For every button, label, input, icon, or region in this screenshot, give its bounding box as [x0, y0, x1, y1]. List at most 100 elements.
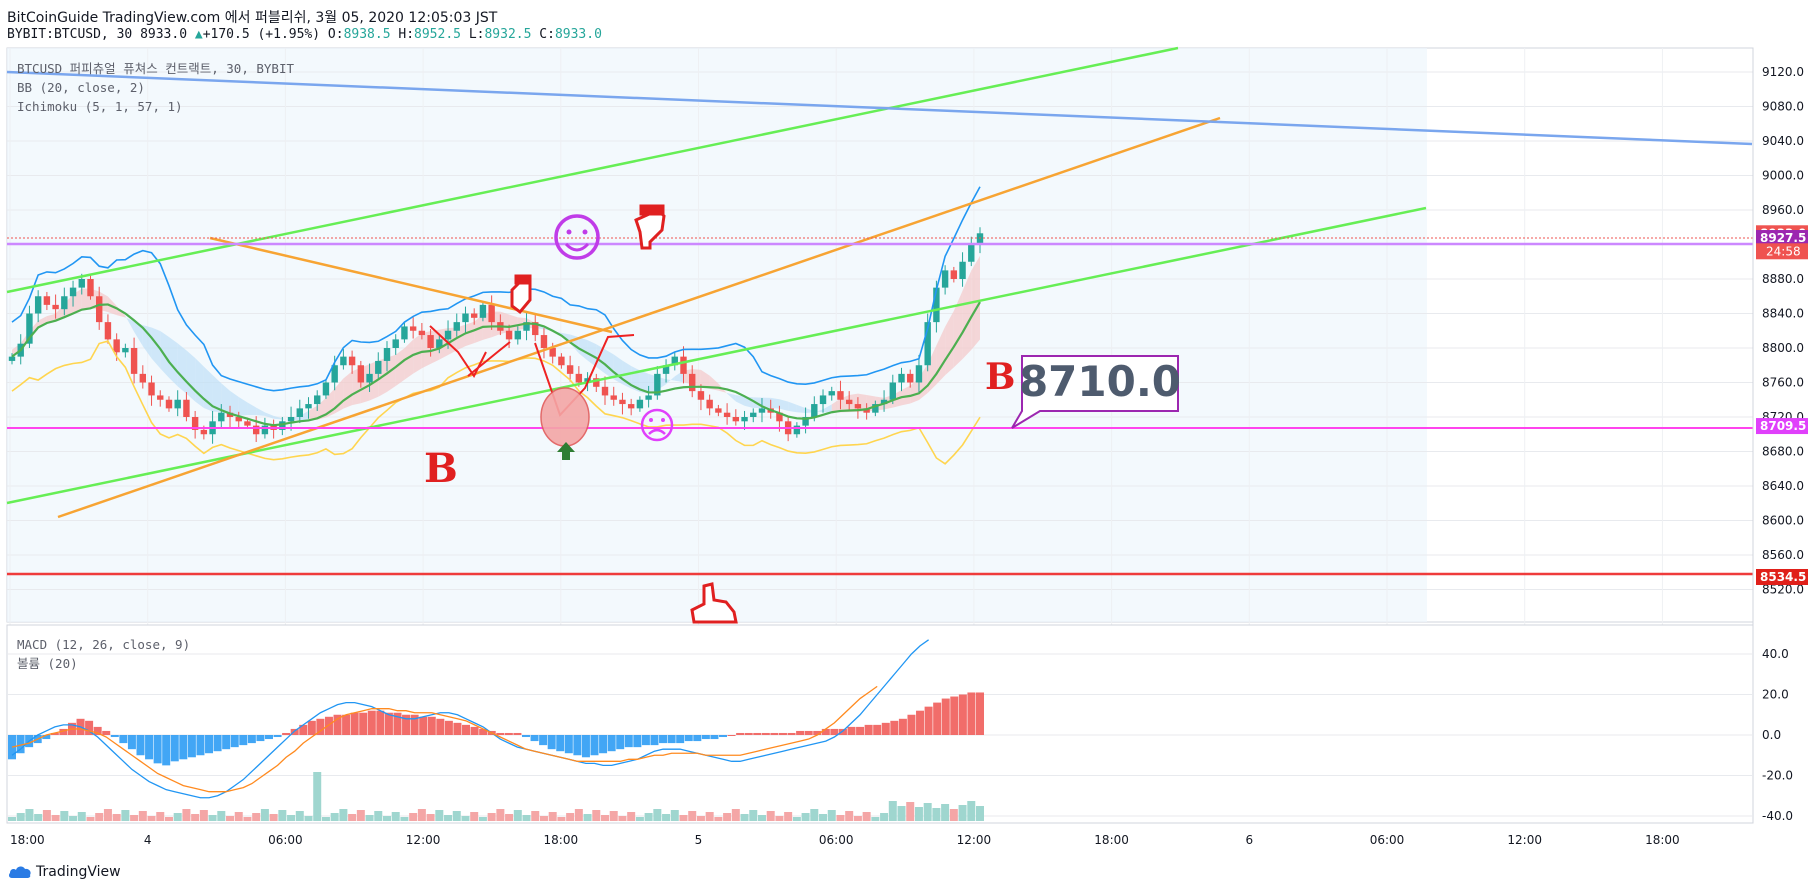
- price-tick: 8840.0: [1762, 307, 1804, 321]
- volume-bar: [888, 801, 897, 821]
- cloud-segment: [195, 357, 204, 408]
- volume-bar: [976, 806, 984, 821]
- letter-b-1: B: [424, 445, 458, 492]
- macd-hist-bar: [42, 735, 51, 740]
- volume-bar: [749, 810, 758, 821]
- macd-hist-bar: [247, 735, 256, 744]
- tradingview-logo[interactable]: TradingView: [8, 864, 121, 880]
- volume-bar: [60, 811, 69, 821]
- candle-body: [279, 421, 286, 430]
- volume-bar: [400, 817, 409, 821]
- candle-body: [392, 339, 399, 348]
- cloud-segment: [639, 370, 649, 394]
- cloud-segment: [823, 404, 832, 413]
- candle-body: [366, 373, 373, 383]
- candle-body: [750, 412, 757, 417]
- volume-bar: [103, 809, 112, 821]
- volume-bar: [539, 816, 548, 821]
- candle-body: [889, 382, 896, 400]
- cloud-segment: [727, 393, 736, 402]
- macd-hist-bar: [496, 732, 505, 735]
- macd-hist-bar: [873, 724, 882, 735]
- macd-hist-bar: [556, 735, 565, 752]
- macd-hist-bar: [453, 722, 462, 735]
- candle-body: [200, 429, 208, 435]
- macd-hist-bar: [847, 726, 856, 735]
- candle-body: [348, 356, 356, 366]
- price-axis[interactable]: 9120.09080.09040.09000.08960.08920.08880…: [1752, 48, 1804, 823]
- macd-hist-bar: [907, 714, 916, 735]
- price-label: 8534.5: [1760, 570, 1806, 584]
- macd-axis[interactable]: 40.0 20.0 0.0 -20.0 -40.0: [1762, 647, 1793, 823]
- candle-body: [793, 425, 801, 435]
- candle-body: [69, 287, 77, 297]
- cloud-segment: [700, 369, 710, 389]
- macd-hist-bar: [659, 735, 668, 744]
- orange-trendline-rising: [57, 116, 1221, 519]
- macd-hist-bar: [898, 718, 907, 735]
- macd-hist-bar: [384, 712, 393, 735]
- smiley-sad-eye: [661, 418, 665, 422]
- close-value: 8933.0: [554, 27, 602, 42]
- candle-body: [375, 360, 382, 374]
- smiley-sad-eye: [649, 418, 653, 422]
- candle-body: [139, 373, 147, 383]
- price-label: 8927.5: [1760, 231, 1806, 245]
- macd-hist-bar: [102, 730, 111, 735]
- cloud-segment: [168, 336, 178, 387]
- candle-body: [401, 326, 408, 340]
- candle-body: [383, 348, 391, 361]
- macd-hist-bar: [282, 732, 291, 735]
- macd-hist-bar: [564, 735, 573, 754]
- candle-body: [357, 365, 365, 383]
- pointing-hand-icon: [510, 274, 532, 315]
- candle-body: [113, 339, 120, 353]
- macd-hist-bar: [916, 710, 925, 735]
- cloud-segment: [814, 409, 824, 413]
- volume-bar: [234, 812, 243, 821]
- price-pane[interactable]: B B 8710.0 9120.0 9080.0 9040.0 9000.0 8960.…: [6, 46, 1808, 823]
- volume-bar: [435, 810, 444, 821]
- candle-body: [96, 296, 103, 323]
- macd-hist-bar: [539, 735, 548, 746]
- macd-hist-bar: [787, 732, 796, 735]
- price-label-box: [1756, 568, 1808, 585]
- candle-body: [593, 378, 600, 387]
- macd-hist-bar: [727, 735, 736, 736]
- volume-bar: [252, 813, 261, 821]
- volume-bar: [391, 812, 400, 821]
- volume-bar: [766, 811, 775, 821]
- volume-bar: [609, 811, 618, 821]
- volume-bar: [348, 814, 357, 821]
- time-tick: 6: [1245, 833, 1253, 847]
- cloud-segment: [788, 401, 797, 413]
- volume-bar: [339, 809, 348, 821]
- candle-body: [706, 399, 713, 409]
- cloud-segment: [247, 402, 257, 416]
- macd-histogram: [8, 692, 984, 766]
- volume-bar: [923, 803, 932, 821]
- macd-hist-bar: [633, 735, 642, 748]
- time-axis[interactable]: 18:00 4 06:00 12:00 18:00 5 06:00 12:00 18:00 6 06…: [7, 822, 1753, 847]
- candle-body: [837, 391, 844, 400]
- cloud-segment: [779, 399, 789, 411]
- candle-body: [907, 373, 914, 383]
- macd-pane[interactable]: 40.0 20.0 0.0 -20.0 -40.0 MACD (12, 26, clos…: [6, 624, 1793, 824]
- macd-hist-bar: [470, 726, 479, 735]
- volume-bar: [627, 812, 636, 821]
- macd-hist-bar: [307, 720, 316, 735]
- macd-hist-bar: [650, 735, 659, 746]
- volume-bar: [801, 813, 810, 821]
- time-tick: 18:00: [1645, 833, 1680, 847]
- volume-bar: [914, 807, 923, 821]
- macd-hist-bar: [736, 732, 745, 735]
- volume-bar: [452, 811, 461, 821]
- macd-hist-bar: [856, 726, 865, 735]
- volume-bar: [705, 812, 714, 821]
- cloud-segment: [945, 310, 954, 376]
- candle-body: [627, 404, 635, 409]
- candle-body: [941, 270, 949, 288]
- volume-bar: [382, 816, 391, 821]
- volume-bar: [662, 814, 671, 821]
